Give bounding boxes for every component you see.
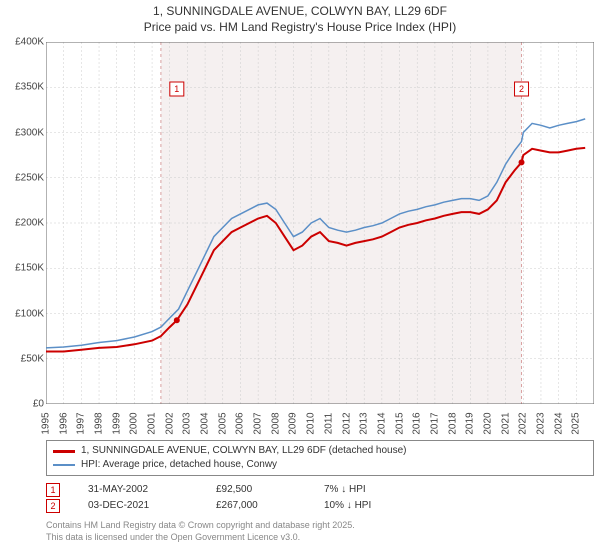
x-tick-label: 1997: [76, 412, 87, 434]
chart-container: 1, SUNNINGDALE AVENUE, COLWYN BAY, LL29 …: [0, 0, 600, 560]
legend: 1, SUNNINGDALE AVENUE, COLWYN BAY, LL29 …: [46, 440, 594, 476]
marker-row: 1 31-MAY-2002 £92,500 7% ↓ HPI: [46, 482, 594, 498]
marker-diff: 7% ↓ HPI: [324, 482, 404, 498]
x-tick-label: 2001: [147, 412, 158, 434]
x-tick-label: 2022: [518, 412, 529, 434]
footer: Contains HM Land Registry data © Crown c…: [46, 520, 594, 543]
x-tick-label: 2015: [394, 412, 405, 434]
y-tick-label: £350K: [0, 82, 44, 93]
legend-row: HPI: Average price, detached house, Conw…: [53, 458, 587, 472]
y-tick-label: £50K: [0, 353, 44, 364]
chart-area: 12: [46, 42, 594, 404]
x-tick-label: 1996: [58, 412, 69, 434]
y-tick-label: £400K: [0, 37, 44, 48]
marker-row: 2 03-DEC-2021 £267,000 10% ↓ HPI: [46, 498, 594, 514]
marker-price: £92,500: [216, 482, 296, 498]
y-tick-label: £0: [0, 399, 44, 410]
x-tick-label: 2003: [182, 412, 193, 434]
chart-svg: 12: [46, 42, 594, 404]
title-line-2: Price paid vs. HM Land Registry's House …: [0, 20, 600, 36]
x-tick-label: 2016: [412, 412, 423, 434]
x-tick-label: 2014: [376, 412, 387, 434]
marker-price: £267,000: [216, 498, 296, 514]
x-tick-label: 2008: [270, 412, 281, 434]
y-tick-label: £300K: [0, 127, 44, 138]
x-tick-label: 2006: [235, 412, 246, 434]
x-tick-label: 2019: [465, 412, 476, 434]
x-tick-label: 2002: [164, 412, 175, 434]
title-line-1: 1, SUNNINGDALE AVENUE, COLWYN BAY, LL29 …: [0, 4, 600, 20]
legend-label: 1, SUNNINGDALE AVENUE, COLWYN BAY, LL29 …: [81, 444, 407, 458]
svg-text:2: 2: [519, 84, 524, 94]
x-tick-label: 2005: [217, 412, 228, 434]
marker-date: 03-DEC-2021: [88, 498, 188, 514]
legend-row: 1, SUNNINGDALE AVENUE, COLWYN BAY, LL29 …: [53, 444, 587, 458]
footer-line-1: Contains HM Land Registry data © Crown c…: [46, 520, 594, 532]
x-tick-label: 2021: [500, 412, 511, 434]
x-tick-label: 2024: [553, 412, 564, 434]
marker-date: 31-MAY-2002: [88, 482, 188, 498]
legend-swatch: [53, 450, 75, 453]
marker-diff: 10% ↓ HPI: [324, 498, 404, 514]
y-tick-label: £250K: [0, 172, 44, 183]
x-tick-label: 2010: [306, 412, 317, 434]
x-tick-label: 2000: [129, 412, 140, 434]
marker-table: 1 31-MAY-2002 £92,500 7% ↓ HPI 2 03-DEC-2021 £…: [46, 482, 594, 514]
x-tick-label: 2004: [200, 412, 211, 434]
x-tick-label: 2020: [482, 412, 493, 434]
legend-swatch: [53, 464, 75, 466]
marker-number-box: 2: [46, 499, 60, 513]
x-tick-label: 2025: [571, 412, 582, 434]
y-tick-label: £200K: [0, 218, 44, 229]
svg-text:1: 1: [174, 84, 179, 94]
x-tick-label: 1995: [41, 412, 52, 434]
y-tick-label: £100K: [0, 308, 44, 319]
legend-label: HPI: Average price, detached house, Conw…: [81, 458, 277, 472]
x-tick-label: 2018: [447, 412, 458, 434]
marker-number-box: 1: [46, 483, 60, 497]
x-tick-label: 2007: [253, 412, 264, 434]
footer-line-2: This data is licensed under the Open Gov…: [46, 532, 594, 544]
x-tick-label: 1998: [94, 412, 105, 434]
x-tick-label: 2023: [535, 412, 546, 434]
x-tick-label: 1999: [111, 412, 122, 434]
x-tick-label: 2012: [341, 412, 352, 434]
x-tick-label: 2013: [359, 412, 370, 434]
x-tick-label: 2017: [429, 412, 440, 434]
x-tick-label: 2011: [323, 413, 334, 435]
title-block: 1, SUNNINGDALE AVENUE, COLWYN BAY, LL29 …: [0, 0, 600, 37]
y-tick-label: £150K: [0, 263, 44, 274]
x-tick-label: 2009: [288, 412, 299, 434]
